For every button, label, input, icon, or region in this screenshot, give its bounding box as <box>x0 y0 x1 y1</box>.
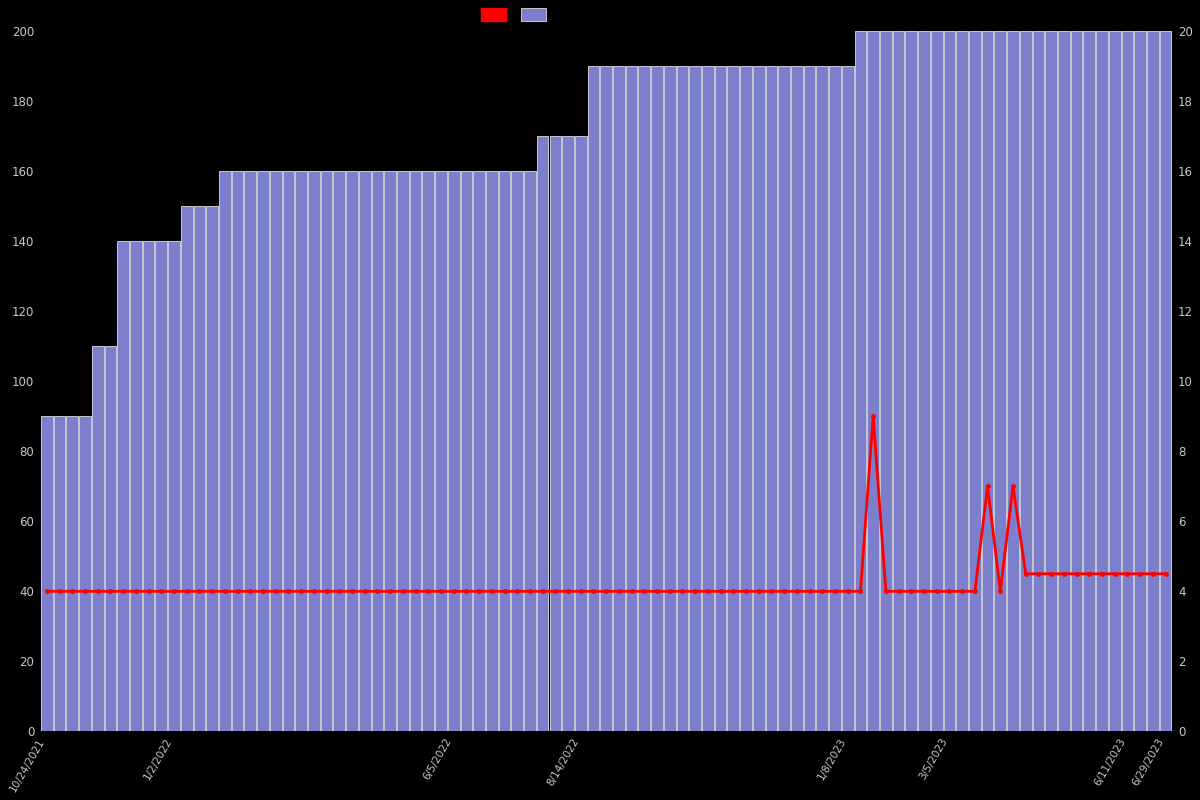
Bar <box>995 31 1006 731</box>
Bar <box>575 136 587 731</box>
Bar <box>715 66 726 731</box>
Bar <box>245 171 256 731</box>
Bar <box>232 171 244 731</box>
Bar <box>854 31 866 731</box>
Bar <box>868 31 880 731</box>
Bar <box>409 171 421 731</box>
Bar <box>625 66 637 731</box>
Bar <box>1058 31 1069 731</box>
Bar <box>652 66 662 731</box>
Bar <box>752 66 764 731</box>
Bar <box>372 171 383 731</box>
Bar <box>829 66 841 731</box>
Bar <box>816 66 828 731</box>
Bar <box>41 416 53 731</box>
Bar <box>499 171 510 731</box>
Bar <box>740 66 752 731</box>
Bar <box>943 31 955 731</box>
Bar <box>791 66 803 731</box>
Bar <box>536 136 548 731</box>
Bar <box>206 206 218 731</box>
Bar <box>588 66 599 731</box>
Bar <box>956 31 968 731</box>
Bar <box>613 66 625 731</box>
Bar <box>92 346 103 731</box>
Bar <box>779 66 790 731</box>
Bar <box>931 31 942 731</box>
Bar <box>727 66 739 731</box>
Bar <box>397 171 409 731</box>
Bar <box>563 136 574 731</box>
Bar <box>766 66 778 731</box>
Bar <box>1032 31 1044 731</box>
Bar <box>1159 31 1171 731</box>
Bar <box>638 66 650 731</box>
Bar <box>486 171 498 731</box>
Bar <box>677 66 689 731</box>
Bar <box>1084 31 1096 731</box>
Bar <box>1045 31 1057 731</box>
Bar <box>1147 31 1159 731</box>
Bar <box>600 66 612 731</box>
Bar <box>257 171 269 731</box>
Bar <box>1122 31 1133 731</box>
Bar <box>346 171 358 731</box>
Bar <box>130 241 142 731</box>
Bar <box>334 171 346 731</box>
Bar <box>1134 31 1146 731</box>
Bar <box>422 171 434 731</box>
Bar <box>880 31 892 731</box>
Bar <box>918 31 930 731</box>
Bar <box>461 171 473 731</box>
Bar <box>689 66 701 731</box>
Bar <box>218 171 230 731</box>
Bar <box>982 31 994 731</box>
Bar <box>893 31 905 731</box>
Bar <box>1007 31 1019 731</box>
Bar <box>1109 31 1121 731</box>
Bar <box>359 171 371 731</box>
Bar <box>282 171 294 731</box>
Bar <box>156 241 167 731</box>
Bar <box>804 66 816 731</box>
Legend: , : , <box>475 2 556 28</box>
Bar <box>193 206 205 731</box>
Bar <box>524 171 535 731</box>
Bar <box>384 171 396 731</box>
Bar <box>54 416 66 731</box>
Bar <box>473 171 485 731</box>
Bar <box>104 346 116 731</box>
Bar <box>970 31 980 731</box>
Bar <box>436 171 446 731</box>
Bar <box>168 241 180 731</box>
Bar <box>118 241 128 731</box>
Bar <box>1096 31 1108 731</box>
Bar <box>181 206 192 731</box>
Bar <box>270 171 282 731</box>
Bar <box>320 171 332 731</box>
Bar <box>842 66 853 731</box>
Bar <box>295 171 307 731</box>
Bar <box>1020 31 1032 731</box>
Bar <box>511 171 523 731</box>
Bar <box>308 171 319 731</box>
Bar <box>906 31 917 731</box>
Bar <box>550 136 562 731</box>
Bar <box>79 416 91 731</box>
Bar <box>1070 31 1082 731</box>
Bar <box>448 171 460 731</box>
Bar <box>702 66 714 731</box>
Bar <box>66 416 78 731</box>
Bar <box>143 241 155 731</box>
Bar <box>664 66 676 731</box>
